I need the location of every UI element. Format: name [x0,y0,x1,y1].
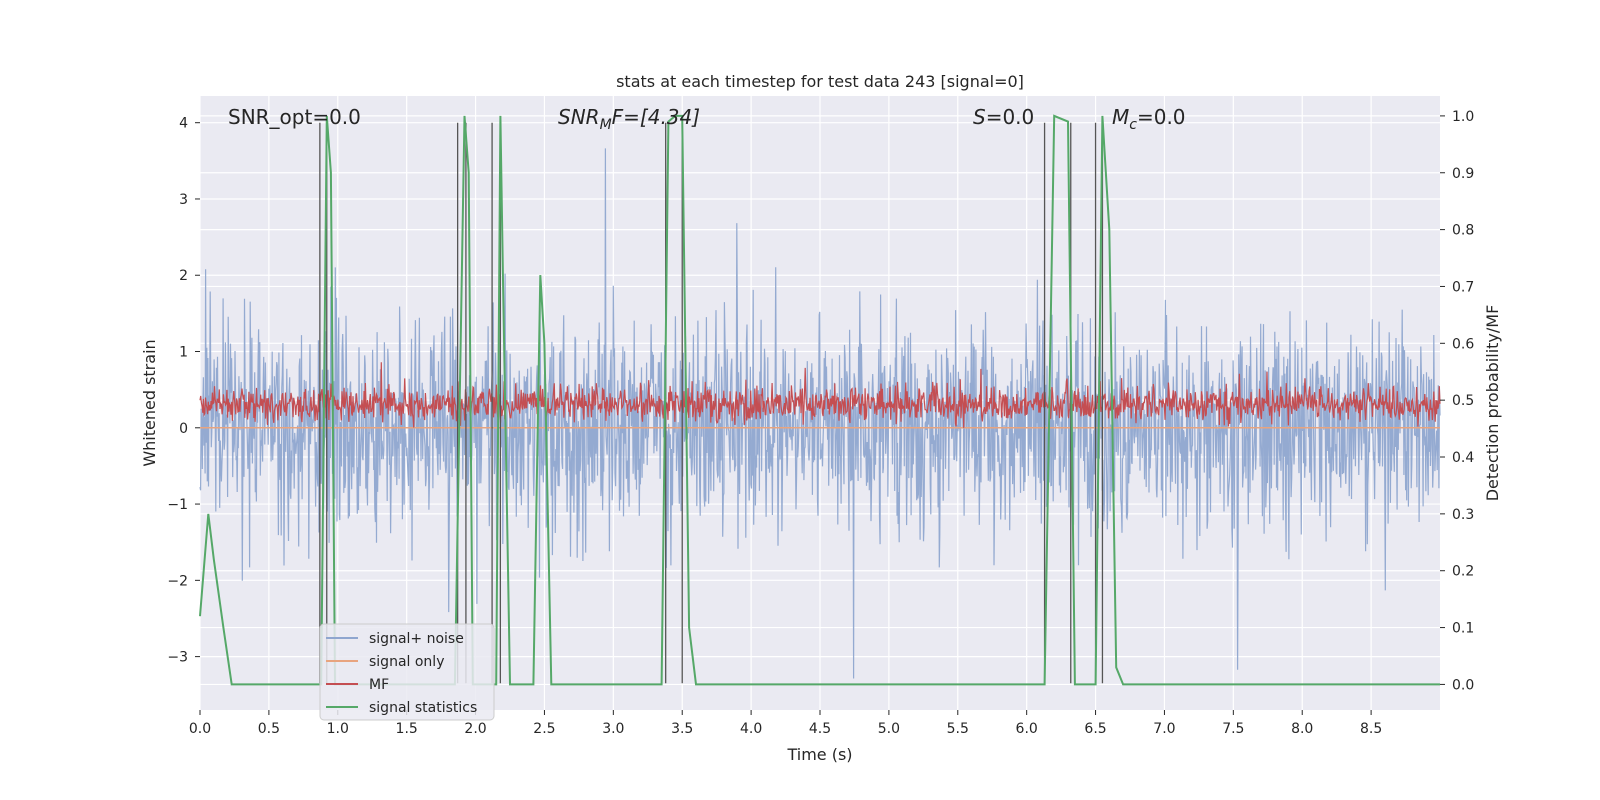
x-tick-label: 6.5 [1084,721,1106,737]
annotation-snr-mf-prefix: SNR [558,105,600,129]
annotation-s-suffix: =0.0 [986,105,1035,129]
y-tick-label-right: 0.6 [1452,336,1474,352]
legend-label-signal-statistics: signal statistics [369,700,477,716]
y-tick-label-left: 3 [179,192,188,208]
x-tick-label: 7.5 [1222,721,1244,737]
y-tick-label-right: 1.0 [1452,109,1474,125]
legend-label-signal-noise: signal+ noise [369,631,464,647]
x-tick-label: 0.5 [258,721,280,737]
y-tick-label-right: 0.2 [1452,564,1474,580]
x-tick-label: 6.0 [1016,721,1038,737]
y-tick-label-left: −1 [167,497,188,513]
y-tick-label-right: 0.3 [1452,507,1474,523]
annotation-mc-sub: c [1129,117,1137,133]
annotation-snr-mf: SNRMF=[4.34] [558,105,700,133]
x-tick-label: 8.0 [1291,721,1313,737]
series-signal-statistics-line [199,114,1440,686]
annotation-mc-suffix: =0.0 [1137,105,1186,129]
annotation-mc: Mc=0.0 [1112,105,1186,133]
y-tick-label-right: 0.0 [1452,677,1474,693]
x-tick-label: 1.0 [327,721,349,737]
y-tick-label-left: −2 [167,573,188,589]
x-tick-label: 4.0 [740,721,762,737]
x-tick-label: 2.0 [464,721,486,737]
x-tick-label: 3.0 [602,721,624,737]
y-tick-label-right: 0.5 [1452,393,1474,409]
annotations: SNR_opt=0.0 SNRMF=[4.34] S=0.0 Mc=0.0 [228,105,1186,133]
y-tick-label-left: −3 [167,650,188,666]
annotation-s: S=0.0 [973,105,1034,129]
y-axis-label-left: Whitened strain [140,339,159,466]
x-tick-label: 7.0 [1153,721,1175,737]
y-tick-label-left: 1 [179,345,188,361]
y-tick-label-left: 0 [179,421,188,437]
annotation-snr-mf-suffix: F=[4.34] [612,105,700,129]
plot-content [199,114,1441,686]
axes: 0.0 0.5 1.0 1.5 2.0 2.5 3.0 3.5 4.0 4.5 5.0 5.5 6.0 6… [167,109,1474,737]
x-tick-label: 5.5 [947,721,969,737]
y-tick-label-left: 2 [179,268,188,284]
y-tick-label-right: 0.9 [1452,166,1474,182]
x-tick-label: 1.5 [396,721,418,737]
y-tick-label-right: 0.1 [1452,621,1474,637]
series-signal-noise-line [199,148,1441,679]
annotation-snr-opt: SNR_opt=0.0 [228,105,361,129]
legend-label-mf: MF [369,677,389,693]
x-axis-label: Time (s) [786,745,852,764]
x-tick-label: 4.5 [809,721,831,737]
x-tick-label: 2.5 [533,721,555,737]
y-tick-label-right: 0.7 [1452,279,1474,295]
annotation-mc-prefix: M [1112,105,1129,129]
series-mf-line [199,362,1441,428]
legend: signal+ noise signal only MF signal stat… [319,623,495,721]
chart-title: stats at each timestep for test data 243… [616,72,1024,91]
annotation-s-prefix: S [973,105,986,129]
y-axis-label-right: Detection probability/MF [1483,305,1502,502]
annotation-snr-mf-sub: M [600,117,612,133]
legend-label-signal-only: signal only [369,654,444,670]
x-tick-label: 0.0 [189,721,211,737]
x-tick-label: 8.5 [1360,721,1382,737]
legend-box [319,623,495,721]
y-tick-label-right: 0.4 [1452,450,1474,466]
y-tick-label-left: 4 [179,116,188,132]
x-tick-label: 5.0 [878,721,900,737]
y-tick-label-right: 0.8 [1452,223,1474,239]
x-tick-label: 3.5 [671,721,693,737]
